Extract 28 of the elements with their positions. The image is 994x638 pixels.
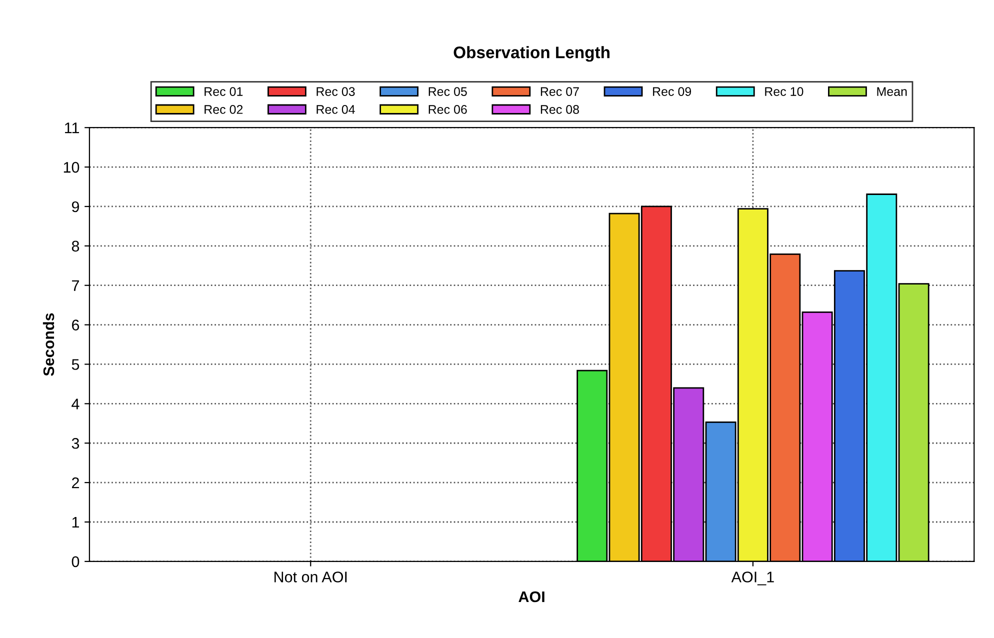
x-axis-title: AOI	[518, 591, 544, 602]
y-axis-title: Seconds	[42, 313, 54, 376]
legend-label: Rec 01	[204, 87, 243, 96]
y-tick-label: 8	[72, 240, 80, 252]
y-tick-label: 6	[72, 320, 80, 330]
legend-label: Rec 06	[428, 105, 467, 114]
legend-label: Mean	[877, 87, 907, 96]
legend-label: Rec 07	[540, 87, 579, 96]
legend-label: Rec 10	[765, 87, 804, 96]
legend-label: Rec 05	[428, 87, 467, 96]
y-tick-label: 2	[72, 477, 79, 488]
x-tick-label: Not on AOI	[274, 572, 347, 582]
x-tick-label: AOI_1	[731, 572, 774, 586]
y-tick-label: 1	[72, 517, 79, 528]
legend-label: Rec 04	[316, 105, 355, 114]
chart-title: Observation Length	[454, 46, 610, 62]
y-tick-label: 10	[64, 162, 80, 173]
y-tick-label: 0	[72, 556, 80, 568]
y-tick-label: 4	[72, 398, 80, 410]
legend-label: Rec 09	[653, 87, 692, 96]
legend-label: Rec 08	[540, 105, 579, 114]
y-tick-label: 9	[72, 201, 80, 212]
y-tick-label: 11	[65, 122, 79, 134]
legend-label: Rec 03	[316, 87, 355, 96]
y-tick-label: 3	[72, 438, 80, 449]
y-tick-label: 7	[72, 280, 79, 291]
y-tick-label: 5	[72, 359, 80, 370]
legend-label: Rec 02	[204, 105, 243, 114]
